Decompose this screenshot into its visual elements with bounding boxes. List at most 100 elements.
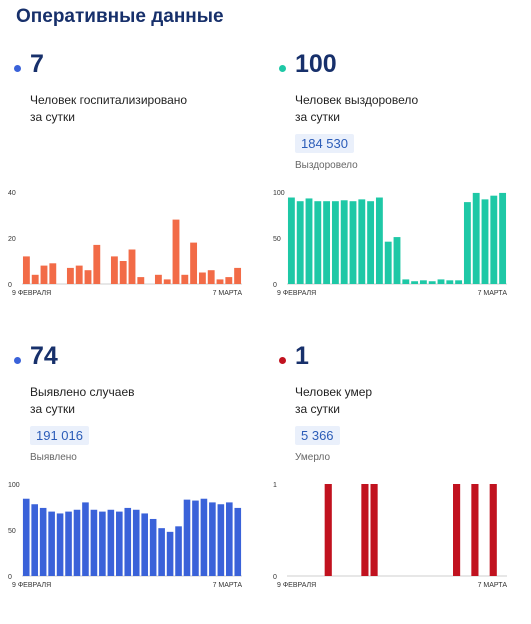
bar [471,484,479,576]
bar [31,274,39,284]
bar [314,201,322,284]
bar [82,502,89,576]
bar [225,277,233,284]
recovered-description: Человек выздоровело за сутки [295,92,505,126]
bar [166,531,174,576]
y-tick-label: 20 [8,236,16,243]
deaths-description: Человек умер за сутки [295,384,505,418]
bar [132,509,140,576]
bar [119,261,127,284]
x-start-label: 9 ФЕВРАЛЯ [277,582,316,589]
bar [90,509,98,576]
bar [93,244,101,284]
series-dot-icon [279,65,286,72]
page-title: Оперативные данные [16,6,224,27]
recovered-total-label: Выздоровело [295,160,358,171]
bar [481,199,489,284]
bar [48,511,55,576]
bar [154,274,162,284]
recovered-chart: 0 50 100 9 ФЕВРАЛЯ 7 МАРТА [273,190,508,297]
y-tick-label: 0 [273,282,277,289]
bar [489,484,497,576]
bar [216,279,224,284]
y-tick-label: 100 [8,482,20,489]
bar [207,270,215,284]
bar [116,511,123,576]
bar [40,265,48,284]
bar [172,219,180,284]
bar [200,498,208,576]
bar [75,265,83,284]
bar [128,249,136,284]
recovered-panel: 100 Человек выздоровело за сутки 184 530… [273,6,529,306]
bar [446,280,454,284]
description-line: за сутки [30,402,75,416]
deaths-panel: 1 Человек умер за сутки 5 366 Умерло 0 1 9… [273,298,529,598]
y-tick-label: 40 [8,190,16,197]
bar [393,237,401,284]
bar [110,256,118,284]
description-line: Человек умер [295,385,373,399]
bar [370,484,378,576]
bar [402,279,410,284]
bar [361,484,369,576]
bar [367,201,375,284]
bar [375,197,383,284]
deaths-total-badge: 5 366 [295,426,340,445]
bar [428,281,436,284]
deaths-total-label: Умерло [295,452,331,463]
bar [411,281,419,284]
bar [287,197,295,284]
bar [56,513,64,576]
y-tick-label: 0 [273,574,277,581]
y-tick-label: 0 [8,282,12,289]
bar [340,200,348,284]
bar [84,270,92,284]
bar [234,507,242,576]
cases-total-label: Выявлено [30,452,77,463]
bar [331,201,339,284]
bar [198,272,206,284]
y-tick-label: 1 [273,482,277,489]
bar [163,279,171,284]
y-tick-label: 0 [8,574,12,581]
bar [22,256,30,284]
bar [158,528,165,576]
description-line: Выявлено случаев [30,385,135,399]
bar [453,484,461,576]
description-line: Человек госпитализировано [30,93,188,107]
hospitalized-chart: 0 20 40 9 ФЕВРАЛЯ 7 МАРТА [8,190,243,297]
bar [190,242,198,284]
bar [324,484,332,576]
x-end-label: 7 МАРТА [213,290,243,297]
description-line: за сутки [30,110,75,124]
bar [463,202,471,284]
bar [358,199,366,284]
cases-description: Выявлено случаев за сутки [30,384,240,418]
cases-total-badge: 191 016 [30,426,89,445]
bar [181,274,189,284]
bar [490,195,498,284]
description-line: Человек выздоровело [295,93,419,107]
bar [226,502,233,576]
description-line: за сутки [295,402,340,416]
bar [99,511,106,576]
bar [73,509,81,576]
bar [183,499,191,576]
bar [472,192,480,284]
bar [65,511,72,576]
bar [323,201,331,284]
x-start-label: 9 ФЕВРАЛЯ [12,290,51,297]
bar [39,507,47,576]
bar [296,201,304,284]
hospitalized-description: Человек госпитализировано за сутки [30,92,240,126]
bar [149,518,157,576]
bar [384,241,392,284]
hospitalized-value: 7 [30,50,44,78]
x-end-label: 7 МАРТА [478,290,508,297]
bar [22,498,30,576]
bar [192,500,199,576]
recovered-total-badge: 184 530 [295,134,354,153]
bar [175,526,182,576]
bar [217,504,225,576]
